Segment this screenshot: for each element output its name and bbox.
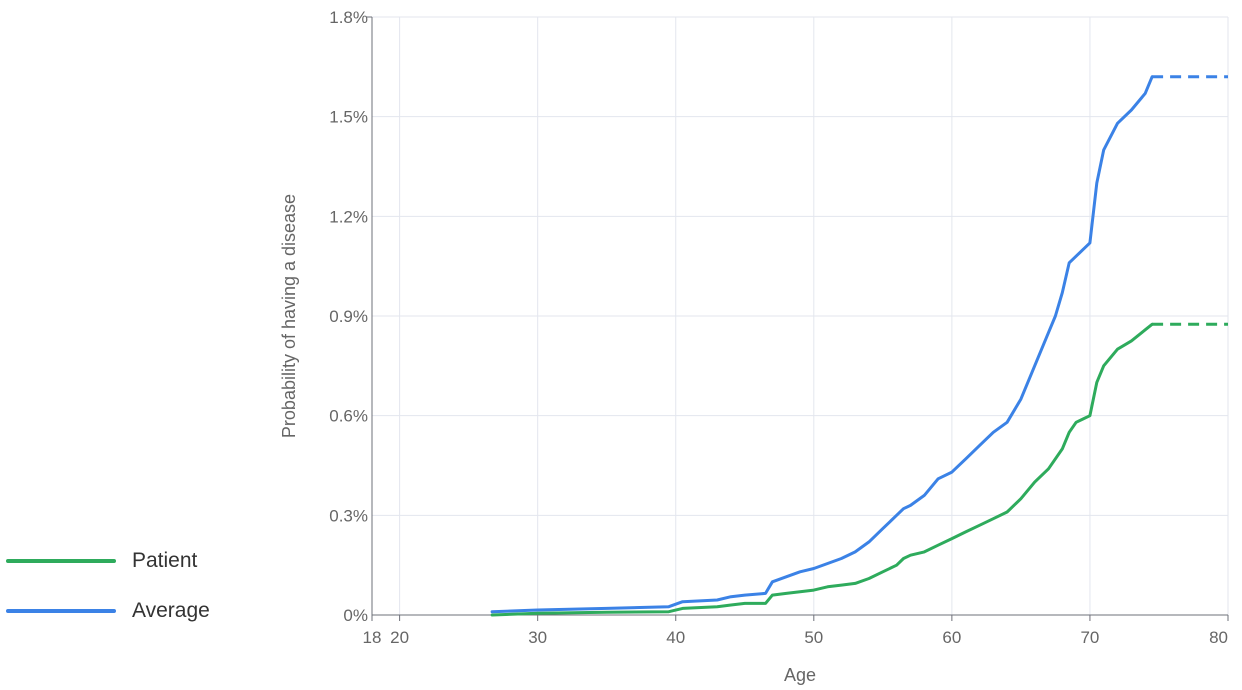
series-line-average [490, 75, 1154, 614]
y-tick-label: 1.8% [329, 8, 368, 27]
legend-label-patient: Patient [132, 548, 198, 572]
x-tick-label: 40 [666, 628, 685, 647]
grid [372, 16, 1229, 615]
x-tick-label: 20 [390, 628, 409, 647]
x-tick-label: 60 [942, 628, 961, 647]
series-lines [490, 75, 1228, 617]
y-tick-label: 1.2% [329, 207, 368, 226]
y-tick-label: 0% [343, 606, 368, 625]
legend-item-average[interactable]: Average [6, 598, 210, 623]
legend: Patient Average [6, 548, 210, 648]
x-tick-label: 18 [363, 628, 382, 647]
x-tick-label: 30 [528, 628, 547, 647]
legend-swatch-average [6, 608, 116, 613]
legend-label-average: Average [132, 598, 210, 622]
series-line-patient [490, 322, 1154, 617]
axes: 0% 0.3% 0.6% 0.9% 1.2% 1.5% 1.8% 18 20 30 40 50 60 70… [329, 8, 1229, 647]
legend-swatch-patient [6, 558, 116, 563]
y-axis-title: Probability of having a disease [279, 194, 299, 438]
x-tick-label: 50 [804, 628, 823, 647]
x-tick-label: 70 [1080, 628, 1099, 647]
legend-item-patient[interactable]: Patient [6, 548, 210, 573]
y-tick-label: 0.6% [329, 407, 368, 426]
y-tick-label: 1.5% [329, 108, 368, 127]
x-axis-title: Age [784, 665, 816, 685]
x-tick-label: 80 [1209, 628, 1228, 647]
y-tick-label: 0.3% [329, 506, 368, 525]
y-tick-label: 0.9% [329, 307, 368, 326]
